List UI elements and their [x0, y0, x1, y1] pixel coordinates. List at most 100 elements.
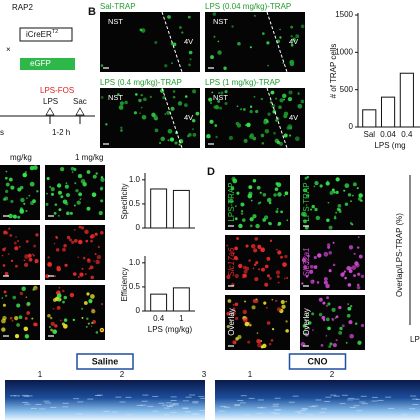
y-tick-label: 0 [349, 122, 354, 131]
cell [232, 303, 235, 306]
cell [90, 325, 93, 328]
cell [89, 265, 94, 270]
cell [281, 304, 286, 309]
cell [48, 325, 51, 329]
time-marker: 2 [120, 370, 125, 379]
cell [79, 272, 84, 277]
cell [356, 187, 359, 190]
cell [164, 64, 168, 68]
cell [12, 295, 17, 300]
cell [167, 139, 170, 142]
cell [66, 235, 71, 240]
cell [318, 297, 323, 302]
cell [290, 43, 294, 47]
cell [238, 263, 243, 269]
cell [228, 198, 234, 204]
cell [10, 259, 14, 262]
x-tick-label: 0.4 [153, 314, 165, 323]
cell [312, 280, 315, 282]
cell [90, 294, 95, 299]
cell [16, 323, 20, 327]
cell [336, 207, 341, 212]
cell [189, 58, 192, 61]
y-tick-label: 1.0 [129, 258, 141, 267]
y-tick-label: 0 [136, 223, 141, 232]
row-label: Slc32a1 [302, 248, 311, 277]
cell [78, 192, 83, 197]
cell [47, 256, 50, 259]
y-tick-label: 500 [340, 85, 354, 94]
cell [86, 292, 90, 296]
cell [195, 111, 200, 116]
cell [54, 203, 58, 206]
cell [325, 304, 328, 307]
timeline-marks [45, 107, 85, 116]
cell [254, 237, 259, 241]
ventricle-label: 4V [184, 37, 193, 46]
cell [313, 255, 317, 260]
cell [255, 261, 259, 265]
cell [352, 182, 357, 187]
cell [32, 199, 36, 204]
cell [295, 34, 300, 39]
cell [14, 246, 19, 251]
cell [266, 197, 272, 203]
cell [62, 247, 66, 252]
cell [5, 170, 8, 173]
cell [192, 89, 197, 94]
ventricle-border [161, 11, 183, 73]
cell [65, 192, 71, 198]
cell [357, 272, 361, 276]
cell [291, 37, 297, 42]
cell [172, 95, 176, 99]
construct: iCreERT2 [26, 29, 58, 39]
cell [100, 176, 104, 179]
cell [97, 245, 100, 249]
bar [399, 72, 414, 128]
cell [34, 258, 39, 263]
cell [88, 267, 91, 270]
cell [350, 200, 352, 203]
cell [264, 282, 269, 287]
cell [56, 293, 62, 299]
cell [5, 189, 9, 194]
cell [86, 259, 91, 263]
cell [273, 131, 276, 135]
cell [20, 197, 25, 203]
y-tick-label: 1.0 [129, 175, 141, 184]
cell [74, 182, 77, 185]
cell [81, 316, 84, 319]
cell [303, 219, 307, 224]
cell [226, 274, 231, 280]
cell [302, 324, 307, 328]
cell [72, 272, 77, 276]
cell [24, 254, 29, 259]
cell [62, 199, 68, 205]
cell [259, 201, 262, 204]
cell [47, 314, 51, 318]
cell [215, 135, 218, 139]
cell [58, 286, 61, 289]
cell [354, 322, 358, 325]
x-tick-label: 0.04 [380, 130, 396, 139]
cross: × [6, 45, 11, 54]
cell [117, 93, 120, 96]
cell [93, 260, 95, 262]
cell [357, 340, 362, 345]
cell [60, 195, 64, 199]
cell [270, 339, 274, 342]
cell [236, 191, 240, 195]
cell [340, 272, 345, 277]
cell [80, 307, 84, 310]
construct-sup: T2 [52, 29, 58, 35]
micrograph [45, 165, 105, 220]
cell [49, 316, 53, 320]
cell [332, 263, 336, 267]
cell [29, 181, 35, 187]
cell [284, 191, 289, 196]
cell [105, 123, 108, 126]
cell [26, 311, 30, 315]
cell [140, 106, 143, 109]
cell [59, 319, 62, 322]
